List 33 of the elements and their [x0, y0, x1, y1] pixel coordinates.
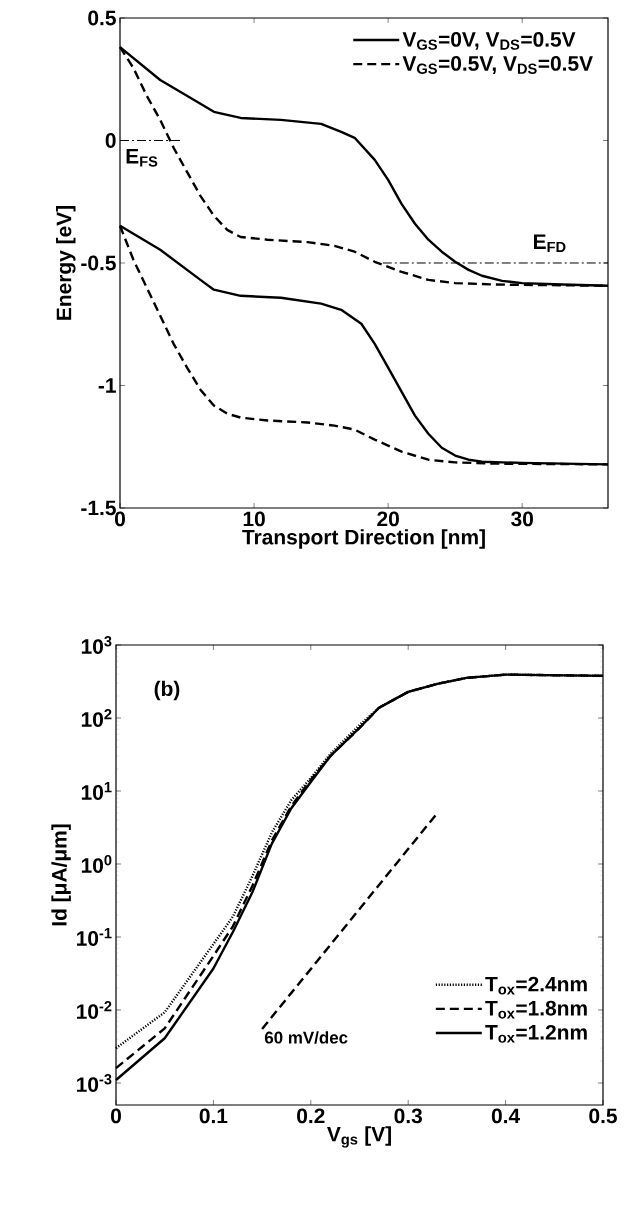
x-tick-label: 0.4: [491, 1108, 521, 1124]
y-tick-label: 10$^{-2}$: [77, 1001, 112, 1019]
series-label: E$_{FS}$: [126, 149, 158, 167]
x-tick-label: 20: [377, 511, 399, 527]
x-tick-label: 0.2: [297, 1108, 325, 1124]
x-axis-title: V$_{gs}$ [V]: [327, 1126, 391, 1148]
series-label: E$_{FD}$: [534, 234, 566, 252]
y-tick-label: -0.5: [81, 255, 116, 271]
y-tick-label: 10$^{-1}$: [77, 928, 112, 946]
y-tick-label: 10$^{2}$: [81, 709, 112, 727]
y-tick-label: 10$^{-3}$: [77, 1074, 112, 1092]
x-tick-label: 0.5: [589, 1108, 617, 1124]
y-tick-label: -1: [98, 378, 116, 393]
y-tick-label: 10$^{3}$: [81, 636, 112, 654]
annotation: (b): [154, 680, 180, 701]
y-axis-title: Id [μA/μm]: [51, 824, 71, 926]
x-tick-label: 0.3: [394, 1108, 422, 1124]
legend-label: T$_{ox}$=2.4nm: [485, 976, 587, 995]
legend-label: T$_{ox}$=1.2nm: [485, 1024, 587, 1043]
x-tick-label: 10: [243, 511, 265, 527]
y-tick-label: 0.5: [88, 10, 116, 26]
annotation: 60 mV/dec: [264, 1031, 348, 1044]
y-tick-label: 10$^{0}$: [81, 855, 112, 873]
legend-label: V$_{GS}$=0V, V$_{DS}$=0.5V: [402, 31, 576, 50]
x-axis-title: Transport Direction [nm]: [242, 529, 485, 549]
x-tick-label: 30: [511, 511, 533, 527]
legend-label: T$_{ox}$=1.8nm: [485, 1000, 587, 1019]
y-tick-label: 10$^{1}$: [81, 782, 112, 800]
y-tick-label: 0: [105, 133, 116, 148]
y-tick-label: -1.5: [81, 500, 116, 516]
y-axis-title: Energy [eV]: [56, 206, 76, 320]
legend-label: V$_{GS}$=0.5V, V$_{DS}$=0.5V: [402, 56, 593, 74]
x-tick-label: 0.1: [199, 1108, 228, 1124]
